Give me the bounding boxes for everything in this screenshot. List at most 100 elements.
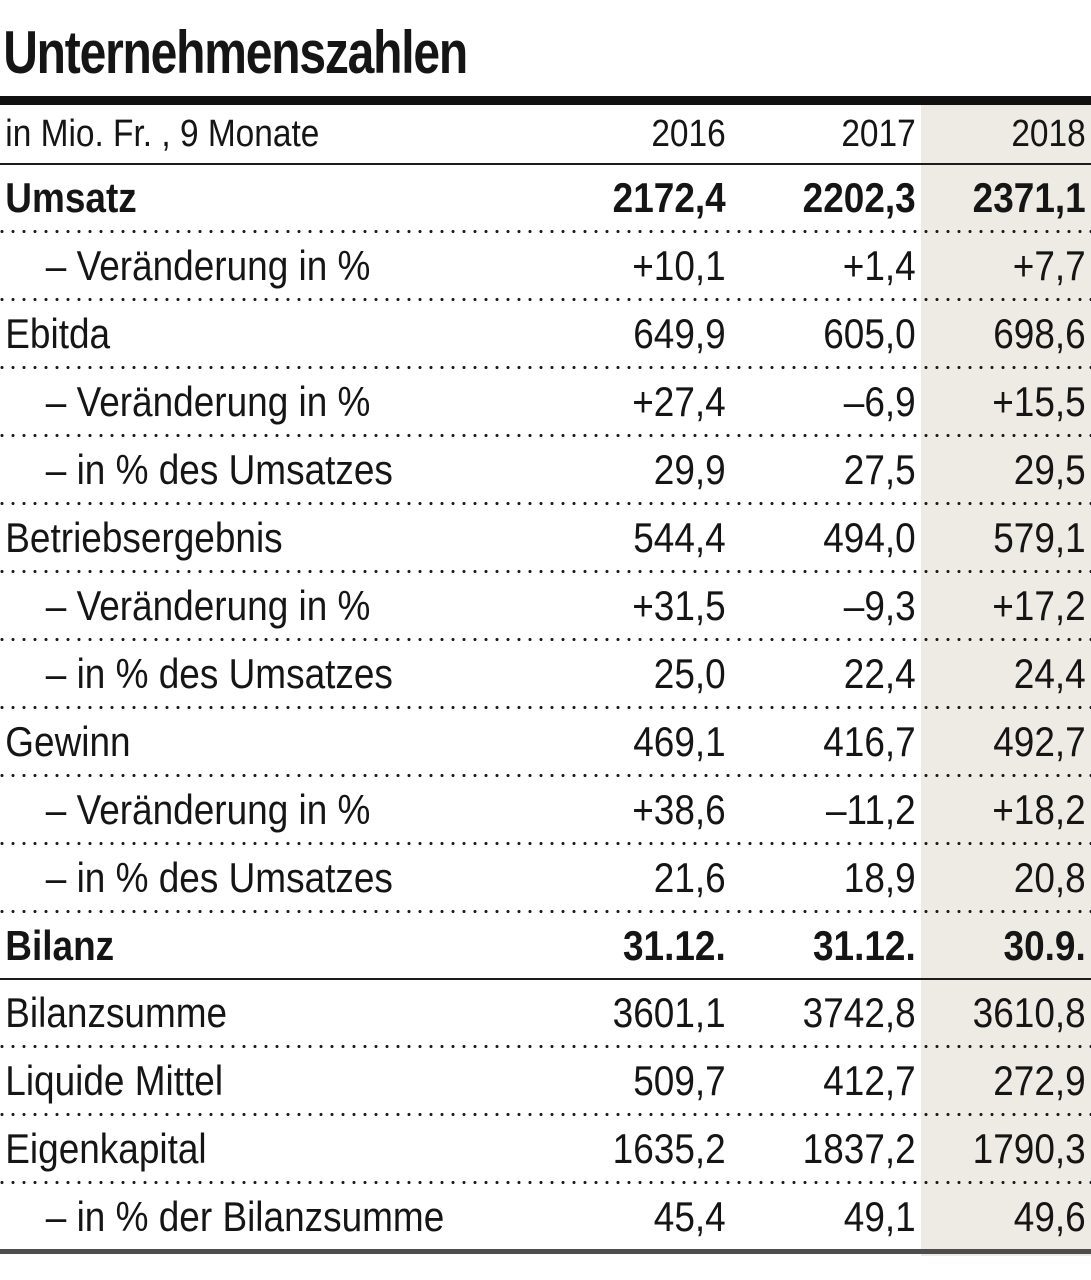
cell-2018: 30.9. — [1003, 921, 1086, 969]
cell-2016: 509,7 — [633, 1056, 726, 1104]
table-row: Liquide Mittel 509,7 412,7 272,9 — [0, 1048, 1091, 1113]
row-label: – in % des Umsatzes — [45, 649, 393, 697]
cell-2018: 24,4 — [1013, 649, 1086, 697]
row-label: Bilanzsumme — [5, 988, 228, 1036]
cell-2017: 605,0 — [823, 309, 916, 357]
top-rule — [0, 96, 1091, 105]
row-separator — [0, 1045, 1091, 1048]
table-row: Gewinn 469,1 416,7 492,7 — [0, 709, 1091, 774]
row-label: – in % der Bilanzsumme — [45, 1192, 445, 1240]
table-row: Eigenkapital 1635,2 1837,2 1790,3 — [0, 1116, 1091, 1181]
cell-2017: +1,4 — [842, 241, 916, 289]
cell-2018: 20,8 — [1013, 853, 1086, 901]
row-separator — [0, 298, 1091, 301]
cell-2018: 579,1 — [993, 513, 1086, 561]
cell-2016: 45,4 — [653, 1192, 726, 1240]
row-label: Eigenkapital — [5, 1124, 207, 1172]
table-row: – Veränderung in % +31,5 –9,3 +17,2 — [0, 573, 1091, 638]
row-label: – Veränderung in % — [45, 241, 371, 289]
table-row: – in % des Umsatzes 25,0 22,4 24,4 — [0, 641, 1091, 706]
table-row: – Veränderung in % +10,1 +1,4 +7,7 — [0, 233, 1091, 298]
cell-2017: 412,7 — [823, 1056, 916, 1104]
page-title: Unternehmenszahlen — [3, 19, 468, 86]
cell-2016: 2172,4 — [612, 173, 726, 221]
cell-2018: +15,5 — [992, 377, 1086, 425]
table: in Mio. Fr. , 9 Monate 2016 2017 2018 Um… — [0, 105, 1091, 1256]
table-row: Bilanzsumme 3601,1 3742,8 3610,8 — [0, 980, 1091, 1045]
cell-2018: +7,7 — [1012, 241, 1086, 289]
row-label: – in % des Umsatzes — [45, 445, 393, 493]
row-separator — [0, 910, 1091, 913]
cell-2016: 21,6 — [653, 853, 726, 901]
table-row: Bilanz 31.12. 31.12. 30.9. — [0, 913, 1091, 978]
row-label: Betriebsergebnis — [5, 513, 283, 561]
cell-2016: 469,1 — [633, 717, 726, 765]
cell-2017: 31.12. — [812, 921, 916, 969]
row-separator — [0, 842, 1091, 845]
cell-2017: 494,0 — [823, 513, 916, 561]
cell-2016: 25,0 — [653, 649, 726, 697]
row-separator — [0, 706, 1091, 709]
cell-2017: –6,9 — [843, 377, 916, 425]
cell-2018: +17,2 — [992, 581, 1086, 629]
cell-2016: 29,9 — [653, 445, 726, 493]
cell-2016: +38,6 — [632, 785, 726, 833]
cell-2016: 649,9 — [633, 309, 726, 357]
cell-2018: 1790,3 — [972, 1124, 1086, 1172]
bottom-rule — [0, 1249, 1091, 1254]
row-label: – Veränderung in % — [45, 581, 371, 629]
row-separator — [0, 978, 1091, 980]
cell-2016: +10,1 — [632, 241, 726, 289]
cell-2016: 3601,1 — [612, 988, 726, 1036]
row-separator — [0, 774, 1091, 777]
cell-2017: 3742,8 — [802, 988, 916, 1036]
row-label: – Veränderung in % — [45, 377, 371, 425]
row-separator — [0, 502, 1091, 505]
unit-label: in Mio. Fr. , 9 Monate — [5, 112, 320, 155]
column-header-2016: 2016 — [651, 112, 726, 155]
cell-2018: 2371,1 — [972, 173, 1086, 221]
row-label: Gewinn — [5, 717, 131, 765]
row-separator — [0, 230, 1091, 233]
cell-2017: –11,2 — [825, 785, 916, 833]
cell-2016: 1635,2 — [612, 1124, 726, 1172]
row-separator — [0, 366, 1091, 369]
row-separator — [0, 1113, 1091, 1116]
cell-2016: +27,4 — [632, 377, 726, 425]
cell-2018: 698,6 — [993, 309, 1086, 357]
row-label: – in % des Umsatzes — [45, 853, 393, 901]
table-row: Umsatz 2172,4 2202,3 2371,1 — [0, 165, 1091, 230]
table-header-row: in Mio. Fr. , 9 Monate 2016 2017 2018 — [0, 105, 1091, 163]
table-body: Umsatz 2172,4 2202,3 2371,1 – Veränderun… — [0, 165, 1091, 1249]
cell-2016: +31,5 — [632, 581, 726, 629]
highlight-column-2018-background — [921, 105, 1091, 1256]
table-row: Betriebsergebnis 544,4 494,0 579,1 — [0, 505, 1091, 570]
cell-2018: 49,6 — [1013, 1192, 1086, 1240]
row-separator — [0, 1181, 1091, 1184]
cell-2016: 544,4 — [633, 513, 726, 561]
row-label: – Veränderung in % — [45, 785, 371, 833]
cell-2018: 3610,8 — [972, 988, 1086, 1036]
cell-2017: 22,4 — [843, 649, 916, 697]
table-row: – in % des Umsatzes 29,9 27,5 29,5 — [0, 437, 1091, 502]
row-label: Ebitda — [5, 309, 111, 357]
cell-2017: 2202,3 — [802, 173, 916, 221]
table-row: – in % der Bilanzsumme 45,4 49,1 49,6 — [0, 1184, 1091, 1249]
table-row: Ebitda 649,9 605,0 698,6 — [0, 301, 1091, 366]
cell-2018: 272,9 — [993, 1056, 1086, 1104]
cell-2017: 1837,2 — [802, 1124, 916, 1172]
table-row: – Veränderung in % +27,4 –6,9 +15,5 — [0, 369, 1091, 434]
row-label: Umsatz — [5, 173, 137, 221]
column-header-2018: 2018 — [1011, 112, 1086, 155]
row-label: Liquide Mittel — [5, 1056, 224, 1104]
column-header-2017: 2017 — [841, 112, 916, 155]
cell-2017: 18,9 — [843, 853, 916, 901]
table-row: – Veränderung in % +38,6 –11,2 +18,2 — [0, 777, 1091, 842]
row-separator — [0, 570, 1091, 573]
cell-2018: 492,7 — [993, 717, 1086, 765]
cell-2018: 29,5 — [1013, 445, 1086, 493]
row-separator — [0, 434, 1091, 437]
row-label: Bilanz — [5, 921, 115, 969]
header-separator — [0, 163, 1091, 165]
